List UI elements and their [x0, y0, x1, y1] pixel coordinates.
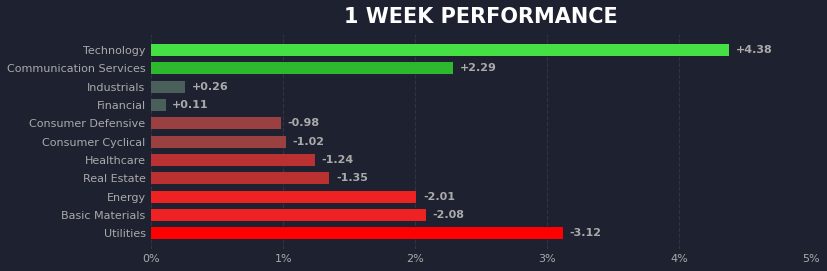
Bar: [151, 227, 563, 239]
Text: -3.12: -3.12: [570, 228, 601, 238]
Text: -0.98: -0.98: [287, 118, 319, 128]
Text: +0.26: +0.26: [192, 82, 229, 92]
Title: 1 WEEK PERFORMANCE: 1 WEEK PERFORMANCE: [344, 7, 618, 27]
Bar: [151, 62, 453, 74]
Text: -2.01: -2.01: [423, 192, 455, 202]
Bar: [151, 44, 729, 56]
Bar: [151, 99, 165, 111]
Bar: [151, 80, 185, 92]
Text: -1.24: -1.24: [322, 155, 354, 165]
Bar: [151, 209, 426, 221]
Text: -2.08: -2.08: [433, 210, 464, 220]
Text: -1.02: -1.02: [293, 137, 324, 147]
Text: +0.11: +0.11: [172, 100, 209, 110]
Bar: [151, 154, 315, 166]
Text: -1.35: -1.35: [336, 173, 368, 183]
Text: +4.38: +4.38: [736, 45, 772, 55]
Bar: [151, 117, 280, 129]
Bar: [151, 172, 329, 184]
Text: +2.29: +2.29: [460, 63, 497, 73]
Bar: [151, 191, 417, 203]
Bar: [151, 136, 286, 148]
